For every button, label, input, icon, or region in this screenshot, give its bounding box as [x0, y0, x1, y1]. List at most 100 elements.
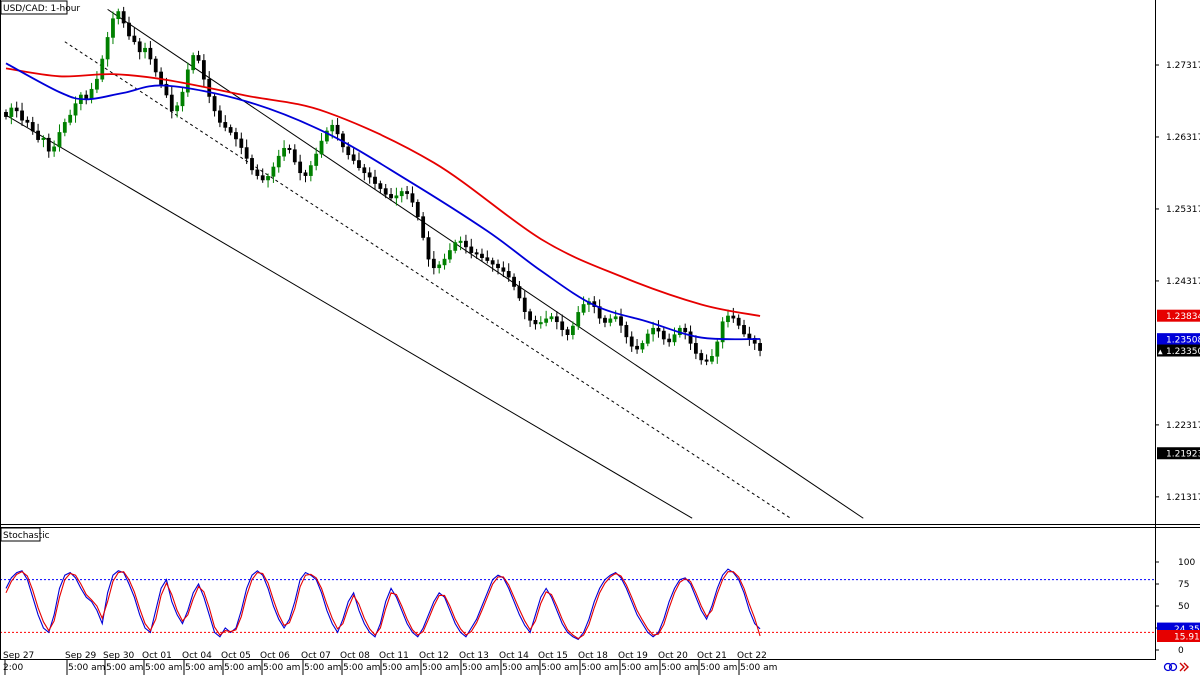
candle: [704, 354, 709, 366]
candle: [410, 186, 415, 208]
candles: [4, 6, 762, 366]
stochastic-plot-area[interactable]: [0, 527, 1155, 659]
time-label: 5:00 am: [106, 663, 143, 673]
price-tick-label: 1.25317: [1166, 205, 1200, 215]
main-plot-area[interactable]: [0, 0, 1155, 524]
candle: [624, 321, 629, 344]
candle: [742, 319, 746, 337]
stochastic-tick-label: 50: [1178, 602, 1190, 612]
date-label: Oct 22: [737, 651, 767, 661]
time-label: 5:00 am: [740, 663, 777, 673]
trendline-lower[interactable]: [5, 114, 693, 519]
candle: [223, 115, 228, 132]
candle: [426, 231, 431, 267]
date-label: Oct 21: [697, 651, 727, 661]
candle: [389, 188, 393, 201]
candle: [324, 127, 329, 144]
date-label: Oct 13: [459, 651, 489, 661]
candle: [453, 239, 458, 254]
candle: [298, 154, 303, 181]
candle: [218, 105, 222, 128]
candle: [619, 308, 623, 333]
price-tag: 1.23350▲: [1157, 344, 1200, 357]
date-label: Oct 04: [182, 651, 212, 661]
candle: [121, 6, 126, 28]
candle: [196, 50, 201, 64]
chart-arrow-icon[interactable]: [1179, 662, 1189, 672]
date-label: Sep 30: [103, 651, 135, 661]
date-label: Oct 14: [499, 651, 529, 661]
candle: [314, 147, 319, 171]
stochastic-title: Stochastic: [3, 531, 50, 541]
candle: [116, 8, 121, 25]
price-tick-label: 1.27317: [1166, 61, 1200, 71]
candle: [276, 149, 281, 173]
price-tag: 1.23834: [1157, 309, 1200, 322]
candle: [496, 259, 500, 275]
candle: [645, 329, 650, 347]
stochastic-tick-label: 0: [1178, 646, 1184, 656]
price-tag: 1.23508: [1157, 333, 1200, 346]
candle: [46, 133, 51, 158]
trend-channel: [5, 8, 864, 519]
candle: [474, 248, 479, 259]
chart-link-icon[interactable]: [1163, 662, 1178, 672]
candle: [603, 315, 607, 328]
stochastic-axis: 100755025024.3515.91: [1155, 558, 1200, 656]
candle: [699, 349, 704, 365]
candle: [683, 323, 688, 340]
candle: [153, 56, 158, 77]
candle: [373, 169, 377, 190]
time-label: 5:00 am: [661, 663, 698, 673]
candle: [292, 144, 297, 165]
candle: [148, 41, 153, 65]
date-label: Oct 06: [260, 651, 290, 661]
candle: [512, 273, 516, 291]
date-label: Oct 15: [538, 651, 568, 661]
candle: [137, 38, 142, 60]
candle: [447, 243, 452, 263]
svg-text:1.21923: 1.21923: [1166, 450, 1200, 460]
time-label: 5:00 am: [145, 663, 182, 673]
candle: [431, 251, 436, 275]
candle: [399, 187, 404, 203]
candle: [383, 183, 388, 199]
candle: [629, 331, 634, 352]
candle: [367, 167, 372, 184]
candle: [164, 77, 169, 98]
time-label: 5:00 am: [343, 663, 380, 673]
stochastic-tick-label: 100: [1178, 558, 1195, 568]
trendline-midline[interactable]: [64, 41, 791, 519]
stochastic-line-1: [5, 568, 761, 641]
candle: [180, 86, 185, 112]
candle: [36, 123, 40, 143]
candle: [362, 163, 367, 181]
candle: [576, 306, 581, 330]
stochastic-line-2: [5, 571, 761, 640]
time-label: 5:00 am: [304, 663, 341, 673]
candle: [335, 118, 340, 141]
candle: [651, 321, 656, 342]
candle: [726, 309, 730, 328]
candle: [255, 164, 260, 180]
candle: [68, 109, 73, 126]
candle: [287, 144, 292, 154]
candle: [271, 162, 276, 183]
candle: [185, 62, 190, 97]
candle: [490, 257, 495, 272]
trendline-upper[interactable]: [107, 8, 864, 519]
chart-title-box: USD/CAD: 1-hour: [0, 0, 80, 15]
candle: [415, 199, 420, 221]
candle: [661, 327, 666, 345]
price-tick-label: 1.26317: [1166, 133, 1200, 143]
candle: [667, 333, 672, 347]
candle: [656, 320, 661, 338]
time-label: 5:00 am: [581, 663, 618, 673]
candle: [517, 281, 522, 301]
candle: [175, 102, 180, 118]
candle: [437, 261, 442, 274]
candle: [100, 55, 105, 83]
